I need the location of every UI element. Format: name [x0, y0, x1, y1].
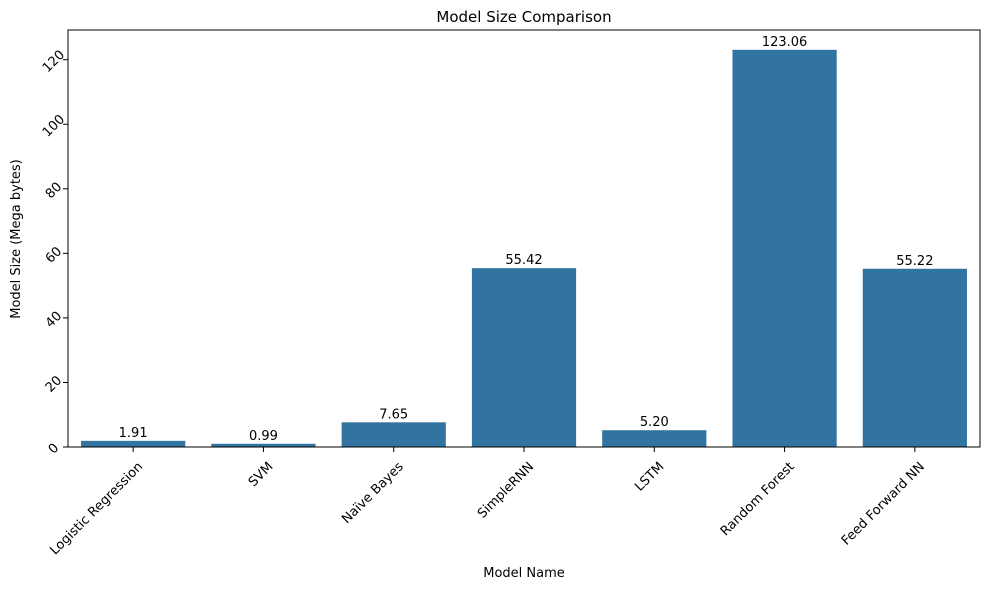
x-axis-label: Model Name [483, 566, 565, 581]
data-label: 123.06 [762, 35, 808, 50]
chart-title: Model Size Comparison [436, 8, 611, 26]
data-label: 55.42 [505, 253, 542, 268]
bar [471, 268, 577, 447]
x-tick-label: Logistic Regression [47, 459, 146, 558]
bar [341, 422, 446, 447]
axes-frame [67, 29, 981, 448]
y-tick-label: 100 [40, 112, 68, 140]
x-tick-label: Random Forest [718, 459, 798, 539]
data-label: 7.65 [379, 407, 408, 422]
y-axis-label: Model Size (Mega bytes) [9, 159, 24, 319]
x-tick-label: Feed Forward NN [839, 459, 928, 548]
x-tick-label: Naïve Bayes [339, 459, 407, 527]
y-tick-label: 60 [43, 244, 65, 266]
y-tick-label: 40 [43, 309, 65, 331]
x-tick-label: SVM [246, 459, 277, 490]
bar [602, 430, 707, 447]
data-label: 0.99 [249, 429, 278, 444]
x-tick-label: SimpleRNN [475, 459, 537, 521]
y-tick-label: 120 [40, 48, 68, 76]
bar [211, 443, 316, 447]
y-tick-label: 20 [43, 373, 65, 395]
data-label: 55.22 [896, 254, 933, 269]
data-label: 1.91 [119, 426, 148, 441]
y-tick-label: 80 [43, 180, 65, 202]
data-label: 5.20 [640, 415, 669, 430]
bar [732, 49, 837, 447]
x-tick-label: LSTM [632, 459, 667, 494]
plot-area: 1.91 0.99 7.65 55.42 5.20 123.06 55.22 0 20 40 60 8… [40, 29, 981, 558]
bar [81, 440, 186, 447]
bar [862, 268, 967, 447]
y-tick-label: 0 [46, 441, 62, 457]
